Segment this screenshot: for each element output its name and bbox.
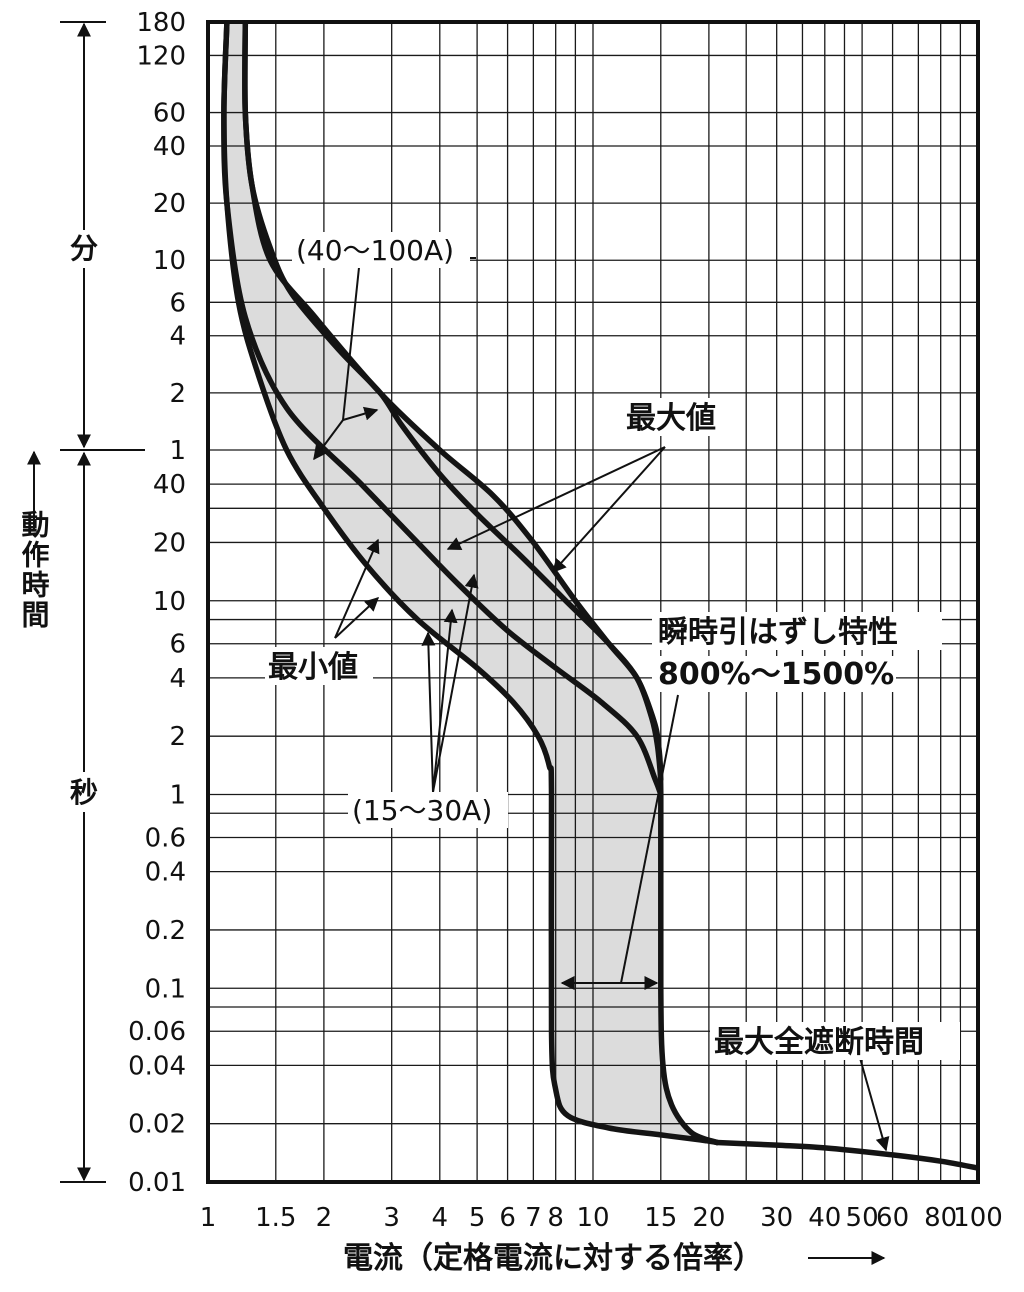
y-tick-label: 0.06 xyxy=(128,1017,186,1047)
x-tick-label: 40 xyxy=(808,1203,841,1233)
y-tick-label: 20 xyxy=(153,528,186,558)
instant-trip-range: 800%〜1500% xyxy=(658,657,894,692)
x-tick-label: 15 xyxy=(644,1203,677,1233)
x-tick-label: 7 xyxy=(525,1203,542,1233)
x-tick-label: 80 xyxy=(924,1203,957,1233)
y-tick-label: 6 xyxy=(169,288,186,318)
y-tick-label: 0.04 xyxy=(128,1051,186,1081)
x-axis-label: 電流（定格電流に対する倍率） xyxy=(343,1241,763,1276)
min-value-label: 最小値 xyxy=(268,650,358,685)
y-tick-label: 4 xyxy=(169,322,186,352)
y-tick-label: 40 xyxy=(153,132,186,162)
y-tick-label: 0.1 xyxy=(145,974,186,1004)
y-tick-label: 20 xyxy=(153,189,186,219)
y-tick-label: 10 xyxy=(153,246,186,276)
y-tick-label: 2 xyxy=(169,722,186,752)
y-tick-label: 0.01 xyxy=(128,1168,186,1198)
grid-lines xyxy=(207,21,979,1183)
y-tick-label: 60 xyxy=(153,99,186,129)
y-tick-labels: 18012060402010642140201064210.60.40.20.1… xyxy=(128,8,186,1198)
x-tick-label: 30 xyxy=(760,1203,793,1233)
range-large-label: (40〜100A) xyxy=(296,234,454,267)
x-tick-label: 1.5 xyxy=(255,1203,296,1233)
curves xyxy=(221,22,978,1171)
y-tick-label: 0.6 xyxy=(145,823,186,853)
x-tick-label: 3 xyxy=(383,1203,400,1233)
x-tick-label: 6 xyxy=(499,1203,516,1233)
x-tick-label: 100 xyxy=(953,1203,1003,1233)
y-tick-label: 2 xyxy=(169,379,186,409)
y-tick-label: 10 xyxy=(153,587,186,617)
y-tick-label: 4 xyxy=(169,664,186,694)
y-tick-label: 40 xyxy=(153,470,186,500)
x-tick-label: 20 xyxy=(692,1203,725,1233)
total-break-time-label: 最大全遮断時間 xyxy=(714,1025,924,1060)
y-tick-label: 6 xyxy=(169,630,186,660)
y-axis-label: 動作時間 xyxy=(18,510,51,630)
seconds-unit-label: 秒 xyxy=(70,776,98,809)
y-tick-label: 1 xyxy=(169,436,186,466)
range-small-label: (15〜30A) xyxy=(352,794,492,827)
x-tick-label: 8 xyxy=(547,1203,564,1233)
y-tick-label: 0.4 xyxy=(145,858,186,888)
x-tick-label: 60 xyxy=(876,1203,909,1233)
annotation-labels: (40〜100A) 最大値 最小値 (15〜30A) 瞬時引はずし特性 800%… xyxy=(265,232,960,1060)
minutes-unit-label: 分 xyxy=(70,232,98,265)
y-tick-label: 0.02 xyxy=(128,1110,186,1140)
max-value-label: 最大値 xyxy=(626,401,716,436)
x-tick-label: 50 xyxy=(846,1203,879,1233)
x-tick-label: 10 xyxy=(576,1203,609,1233)
instant-trip-label: 瞬時引はずし特性 xyxy=(658,615,898,650)
y-tick-label: 1 xyxy=(169,781,186,811)
curve-series-0 xyxy=(221,22,720,1146)
operating-band xyxy=(223,22,718,1143)
unit-brackets xyxy=(27,21,145,1183)
y-tick-label: 120 xyxy=(136,41,186,71)
x-tick-label: 1 xyxy=(200,1203,217,1233)
curve-series-1 xyxy=(242,22,720,1146)
x-tick-label: 5 xyxy=(469,1203,486,1233)
y-tick-label: 180 xyxy=(136,8,186,38)
curve-series-4 xyxy=(714,1139,978,1171)
x-tick-label: 2 xyxy=(316,1203,333,1233)
y-tick-label: 0.2 xyxy=(145,916,186,946)
curve-series-3 xyxy=(242,22,664,782)
plot-frame xyxy=(206,20,980,1184)
x-tick-label: 4 xyxy=(432,1203,449,1233)
curve-series-2 xyxy=(221,22,664,798)
